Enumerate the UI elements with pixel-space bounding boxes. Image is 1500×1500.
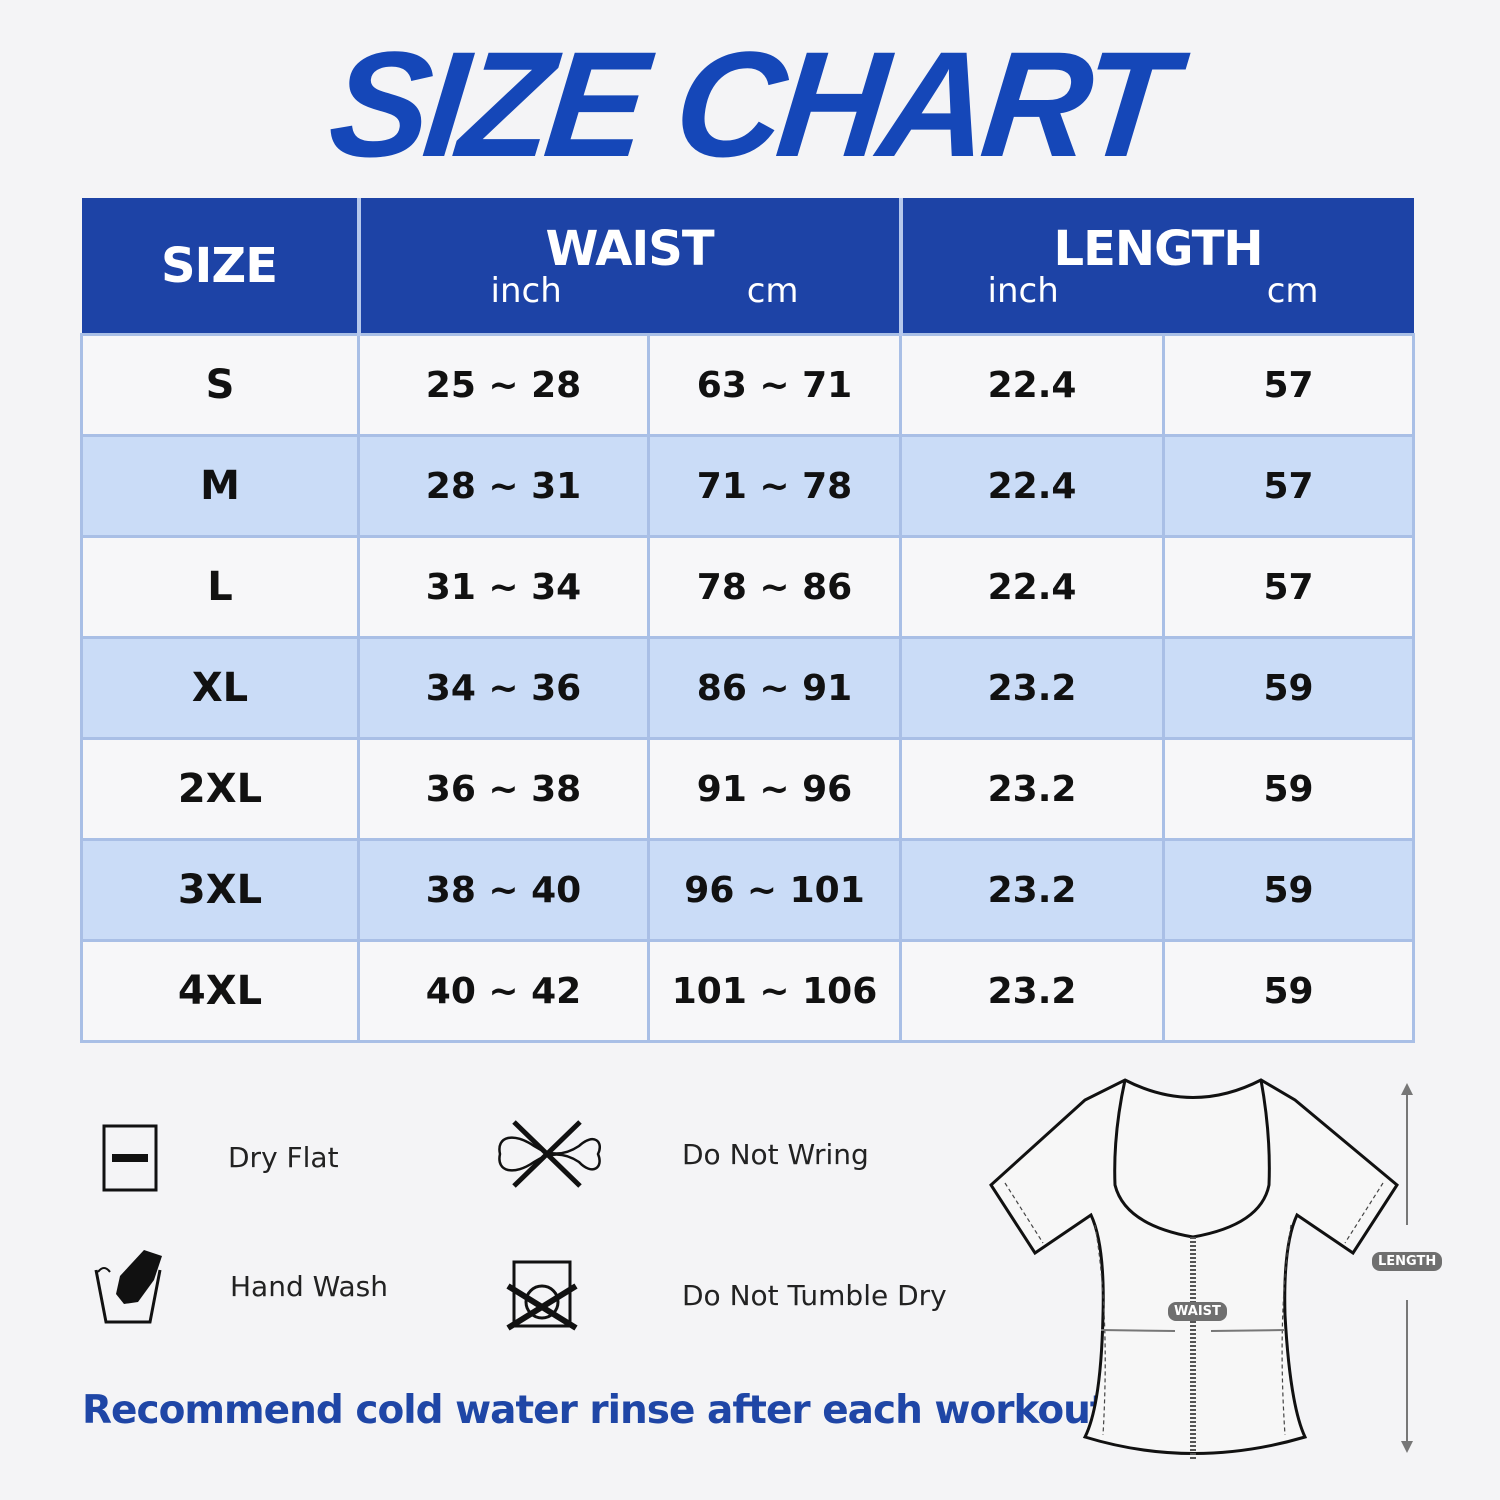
do-not-tumble-dry-icon xyxy=(506,1260,578,1331)
cell-length-cm: 57 xyxy=(1162,333,1416,437)
table-row: M 28 ~ 31 71 ~ 78 22.4 57 xyxy=(80,434,1416,538)
header-waist-label: WAIST xyxy=(545,220,714,277)
header-waist: WAIST inch cm xyxy=(356,198,901,335)
cell-length-cm: 59 xyxy=(1162,838,1416,942)
cell-size: M xyxy=(80,434,360,538)
header-waist-inch: inch xyxy=(490,270,562,311)
care-do-not-tumble-dry: Do Not Tumble Dry xyxy=(504,1258,947,1332)
table-row: 4XL 40 ~ 42 101 ~ 106 23.2 59 xyxy=(80,939,1416,1043)
cell-length-cm: 57 xyxy=(1162,535,1416,639)
cell-waist-in: 40 ~ 42 xyxy=(357,939,650,1043)
cell-size: 4XL xyxy=(80,939,360,1043)
cell-waist-in: 25 ~ 28 xyxy=(357,333,650,437)
page-title: SIZE CHART xyxy=(322,20,1178,188)
cell-length-in: 23.2 xyxy=(899,838,1166,942)
cell-length-in: 22.4 xyxy=(899,333,1166,437)
header-length-label: LENGTH xyxy=(1053,220,1264,277)
cell-length-in: 23.2 xyxy=(899,636,1166,740)
cell-waist-in: 36 ~ 38 xyxy=(357,737,650,841)
cell-length-cm: 57 xyxy=(1162,434,1416,538)
table-row: XL 34 ~ 36 86 ~ 91 23.2 59 xyxy=(80,636,1416,740)
care-label: Hand Wash xyxy=(230,1269,389,1303)
cell-size: L xyxy=(80,535,360,639)
table-row: L 31 ~ 34 78 ~ 86 22.4 57 xyxy=(80,535,1416,639)
cell-length-in: 23.2 xyxy=(899,737,1166,841)
cell-waist-cm: 71 ~ 78 xyxy=(646,434,903,538)
cell-size: XL xyxy=(80,636,360,740)
care-do-not-wring: Do Not Wring xyxy=(494,1118,869,1190)
size-table: SIZE WAIST inch cm LENGTH inch cm S 25 ~ 28… xyxy=(80,198,1416,1043)
care-label: Do Not Tumble Dry xyxy=(682,1278,947,1312)
length-label: LENGTH xyxy=(1372,1252,1443,1271)
cell-waist-cm: 101 ~ 106 xyxy=(646,939,903,1043)
care-note: Recommend cold water rinse after each wo… xyxy=(82,1388,1122,1433)
cell-size: 2XL xyxy=(80,737,360,841)
hand-wash-icon xyxy=(94,1250,162,1324)
header-length-cm: cm xyxy=(1266,270,1319,311)
cell-waist-in: 28 ~ 31 xyxy=(357,434,650,538)
cell-waist-cm: 78 ~ 86 xyxy=(646,535,903,639)
cell-length-cm: 59 xyxy=(1162,737,1416,841)
waist-label: WAIST xyxy=(1168,1302,1227,1321)
cell-length-in: 22.4 xyxy=(899,535,1166,639)
cell-waist-cm: 86 ~ 91 xyxy=(646,636,903,740)
header-length-inch: inch xyxy=(987,270,1059,311)
cell-length-in: 22.4 xyxy=(899,434,1166,538)
care-hand-wash: Hand Wash xyxy=(94,1246,388,1326)
table-row: 3XL 38 ~ 40 96 ~ 101 23.2 59 xyxy=(80,838,1416,942)
do-not-wring-icon xyxy=(498,1120,601,1188)
header-length: LENGTH inch cm xyxy=(898,198,1414,335)
header-waist-cm: cm xyxy=(746,270,799,311)
cell-waist-cm: 91 ~ 96 xyxy=(646,737,903,841)
garment-diagram xyxy=(989,1078,1413,1460)
cell-size: S xyxy=(80,333,360,437)
cell-length-in: 23.2 xyxy=(899,939,1166,1043)
cell-length-cm: 59 xyxy=(1162,939,1416,1043)
cell-length-cm: 59 xyxy=(1162,636,1416,740)
table-row: S 25 ~ 28 63 ~ 71 22.4 57 xyxy=(80,333,1416,437)
care-label: Dry Flat xyxy=(228,1140,339,1174)
header-size: SIZE xyxy=(81,198,359,335)
dry-flat-icon xyxy=(102,1124,158,1192)
cell-waist-cm: 63 ~ 71 xyxy=(646,333,903,437)
care-label: Do Not Wring xyxy=(682,1137,869,1171)
table-row: 2XL 36 ~ 38 91 ~ 96 23.2 59 xyxy=(80,737,1416,841)
header-size-label: SIZE xyxy=(160,237,278,294)
cell-waist-cm: 96 ~ 101 xyxy=(646,838,903,942)
table-header: SIZE WAIST inch cm LENGTH inch cm xyxy=(81,198,1414,335)
cell-size: 3XL xyxy=(80,838,360,942)
cell-waist-in: 34 ~ 36 xyxy=(357,636,650,740)
cell-waist-in: 38 ~ 40 xyxy=(357,838,650,942)
cell-waist-in: 31 ~ 34 xyxy=(357,535,650,639)
care-dry-flat: Dry Flat xyxy=(100,1122,339,1192)
